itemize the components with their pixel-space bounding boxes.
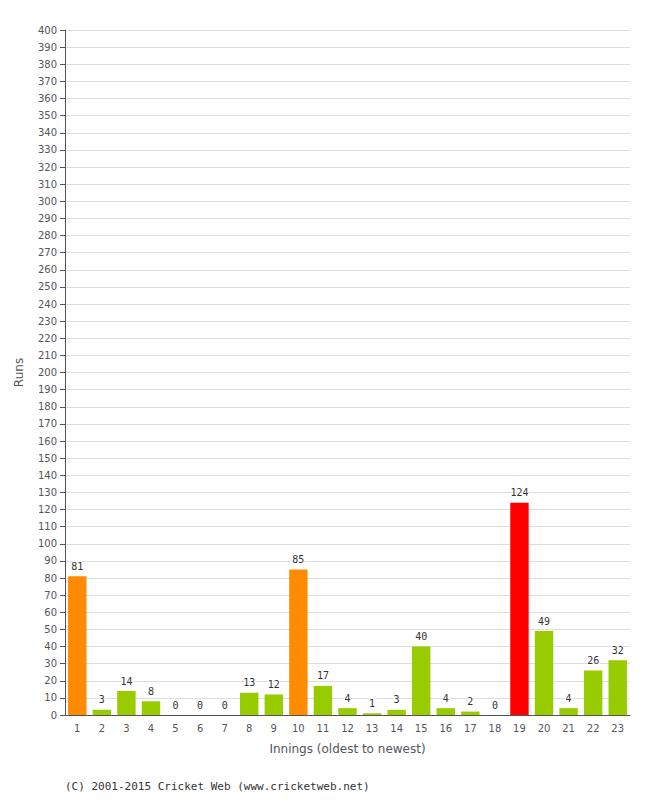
svg-text:170: 170 bbox=[38, 418, 57, 429]
svg-text:40: 40 bbox=[44, 641, 57, 652]
svg-text:23: 23 bbox=[611, 723, 624, 734]
svg-text:16: 16 bbox=[439, 723, 452, 734]
svg-text:20: 20 bbox=[44, 675, 57, 686]
svg-text:240: 240 bbox=[38, 299, 57, 310]
svg-text:130: 130 bbox=[38, 487, 57, 498]
svg-text:11: 11 bbox=[317, 723, 330, 734]
svg-text:14: 14 bbox=[120, 676, 132, 687]
svg-text:9: 9 bbox=[271, 723, 277, 734]
svg-text:0: 0 bbox=[173, 700, 179, 711]
svg-text:2: 2 bbox=[99, 723, 105, 734]
svg-text:49: 49 bbox=[538, 616, 550, 627]
svg-text:0: 0 bbox=[492, 700, 498, 711]
svg-text:310: 310 bbox=[38, 179, 57, 190]
svg-text:350: 350 bbox=[38, 110, 57, 121]
svg-text:60: 60 bbox=[44, 607, 57, 618]
svg-text:360: 360 bbox=[38, 93, 57, 104]
svg-text:180: 180 bbox=[38, 401, 57, 412]
svg-text:10: 10 bbox=[292, 723, 305, 734]
svg-text:3: 3 bbox=[99, 694, 105, 705]
svg-text:270: 270 bbox=[38, 247, 57, 258]
svg-text:150: 150 bbox=[38, 453, 57, 464]
svg-text:100: 100 bbox=[38, 538, 57, 549]
svg-text:20: 20 bbox=[538, 723, 551, 734]
svg-text:17: 17 bbox=[464, 723, 477, 734]
svg-text:10: 10 bbox=[44, 692, 57, 703]
svg-text:8: 8 bbox=[148, 686, 154, 697]
svg-text:280: 280 bbox=[38, 230, 57, 241]
svg-text:8: 8 bbox=[246, 723, 252, 734]
svg-text:370: 370 bbox=[38, 76, 57, 87]
svg-text:4: 4 bbox=[443, 693, 449, 704]
svg-text:260: 260 bbox=[38, 264, 57, 275]
svg-text:6: 6 bbox=[197, 723, 203, 734]
svg-text:140: 140 bbox=[38, 470, 57, 481]
svg-text:4: 4 bbox=[566, 693, 572, 704]
svg-text:5: 5 bbox=[172, 723, 178, 734]
svg-text:250: 250 bbox=[38, 281, 57, 292]
svg-text:12: 12 bbox=[341, 723, 354, 734]
svg-text:50: 50 bbox=[44, 624, 57, 635]
svg-text:19: 19 bbox=[513, 723, 526, 734]
svg-text:15: 15 bbox=[415, 723, 428, 734]
svg-text:320: 320 bbox=[38, 162, 57, 173]
svg-text:12: 12 bbox=[268, 679, 280, 690]
svg-text:80: 80 bbox=[44, 573, 57, 584]
svg-text:0: 0 bbox=[222, 700, 228, 711]
svg-text:0: 0 bbox=[197, 700, 203, 711]
svg-text:14: 14 bbox=[390, 723, 403, 734]
svg-text:4: 4 bbox=[148, 723, 154, 734]
svg-text:0: 0 bbox=[51, 710, 57, 721]
svg-text:Innings (oldest to newest): Innings (oldest to newest) bbox=[269, 742, 425, 756]
svg-text:160: 160 bbox=[38, 436, 57, 447]
svg-text:200: 200 bbox=[38, 367, 57, 378]
svg-text:3: 3 bbox=[394, 694, 400, 705]
svg-text:380: 380 bbox=[38, 59, 57, 70]
svg-text:(C) 2001-2015 Cricket Web (www: (C) 2001-2015 Cricket Web (www.cricketwe… bbox=[65, 780, 370, 793]
svg-text:85: 85 bbox=[292, 554, 304, 565]
svg-text:13: 13 bbox=[366, 723, 379, 734]
svg-text:390: 390 bbox=[38, 42, 57, 53]
svg-text:30: 30 bbox=[44, 658, 57, 669]
svg-text:1: 1 bbox=[369, 698, 375, 709]
svg-text:17: 17 bbox=[317, 670, 329, 681]
svg-text:81: 81 bbox=[71, 561, 83, 572]
svg-text:124: 124 bbox=[510, 487, 528, 498]
svg-text:400: 400 bbox=[38, 25, 57, 36]
svg-text:13: 13 bbox=[243, 677, 255, 688]
svg-text:18: 18 bbox=[489, 723, 502, 734]
svg-text:22: 22 bbox=[587, 723, 600, 734]
svg-text:Runs: Runs bbox=[12, 358, 26, 387]
svg-text:3: 3 bbox=[123, 723, 129, 734]
svg-text:2: 2 bbox=[467, 696, 473, 707]
svg-text:4: 4 bbox=[344, 693, 350, 704]
svg-text:1: 1 bbox=[74, 723, 80, 734]
svg-text:90: 90 bbox=[44, 555, 57, 566]
svg-text:32: 32 bbox=[612, 645, 624, 656]
svg-text:21: 21 bbox=[562, 723, 575, 734]
svg-text:290: 290 bbox=[38, 213, 57, 224]
svg-text:110: 110 bbox=[38, 521, 57, 532]
svg-text:210: 210 bbox=[38, 350, 57, 361]
svg-text:330: 330 bbox=[38, 144, 57, 155]
svg-text:190: 190 bbox=[38, 384, 57, 395]
svg-text:70: 70 bbox=[44, 590, 57, 601]
svg-text:7: 7 bbox=[221, 723, 227, 734]
svg-text:40: 40 bbox=[415, 631, 427, 642]
svg-text:230: 230 bbox=[38, 316, 57, 327]
svg-text:26: 26 bbox=[587, 655, 599, 666]
svg-text:340: 340 bbox=[38, 127, 57, 138]
svg-text:120: 120 bbox=[38, 504, 57, 515]
svg-text:300: 300 bbox=[38, 196, 57, 207]
svg-text:220: 220 bbox=[38, 333, 57, 344]
